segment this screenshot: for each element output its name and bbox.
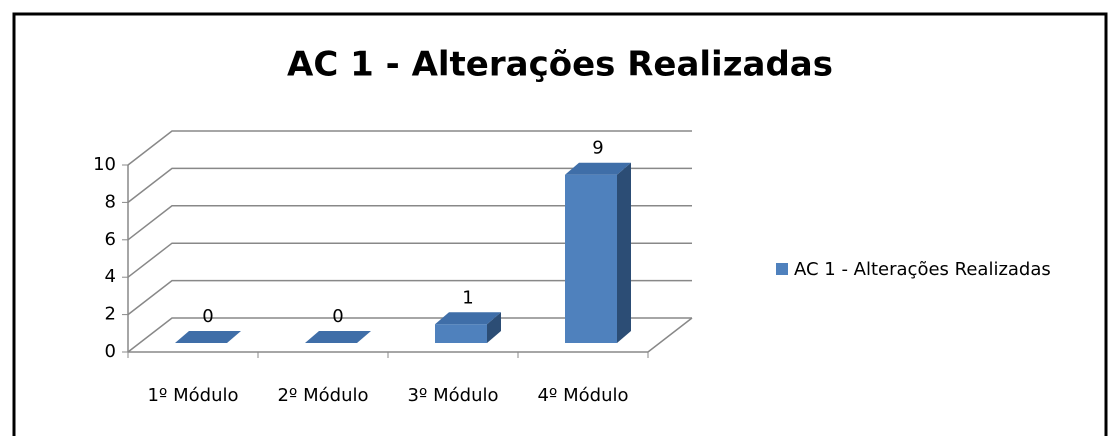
bar-top — [435, 312, 501, 325]
x-tick-label: 3º Módulo — [407, 385, 498, 406]
bar — [435, 312, 501, 343]
chart-title: AC 1 - Alterações Realizadas — [287, 45, 833, 85]
legend-swatch — [776, 263, 788, 275]
y-tick-label: 6 — [105, 229, 116, 250]
y-tick-label: 2 — [105, 304, 116, 325]
data-label: 0 — [202, 306, 213, 327]
y-tick-label: 8 — [105, 191, 116, 212]
legend-label: AC 1 - Alterações Realizadas — [794, 259, 1051, 280]
data-label: 9 — [592, 138, 603, 159]
bar-top — [565, 162, 631, 175]
bar-front — [565, 174, 617, 343]
grid-line — [127, 205, 692, 241]
y-tick-label: 0 — [105, 341, 116, 362]
x-tick-label: 4º Módulo — [537, 385, 628, 406]
bar-side — [487, 312, 501, 343]
x-tick-label: 2º Módulo — [277, 385, 368, 406]
data-label: 0 — [332, 306, 343, 327]
bar-side — [617, 162, 631, 343]
x-tick-label: 1º Módulo — [147, 385, 238, 406]
bar — [175, 331, 241, 343]
grid-line — [127, 279, 692, 316]
bar-top — [175, 331, 241, 343]
back-wall — [172, 131, 692, 318]
grid-line — [127, 242, 692, 278]
bar-front — [435, 324, 487, 343]
data-label: 1 — [462, 287, 473, 308]
grid-line — [127, 130, 692, 166]
bar — [305, 331, 371, 343]
bar — [565, 162, 631, 343]
y-tick-label: 10 — [93, 154, 116, 175]
grid-line — [127, 167, 692, 203]
y-tick-label: 4 — [105, 266, 116, 287]
bar-top — [305, 331, 371, 343]
grid-line — [127, 317, 692, 353]
